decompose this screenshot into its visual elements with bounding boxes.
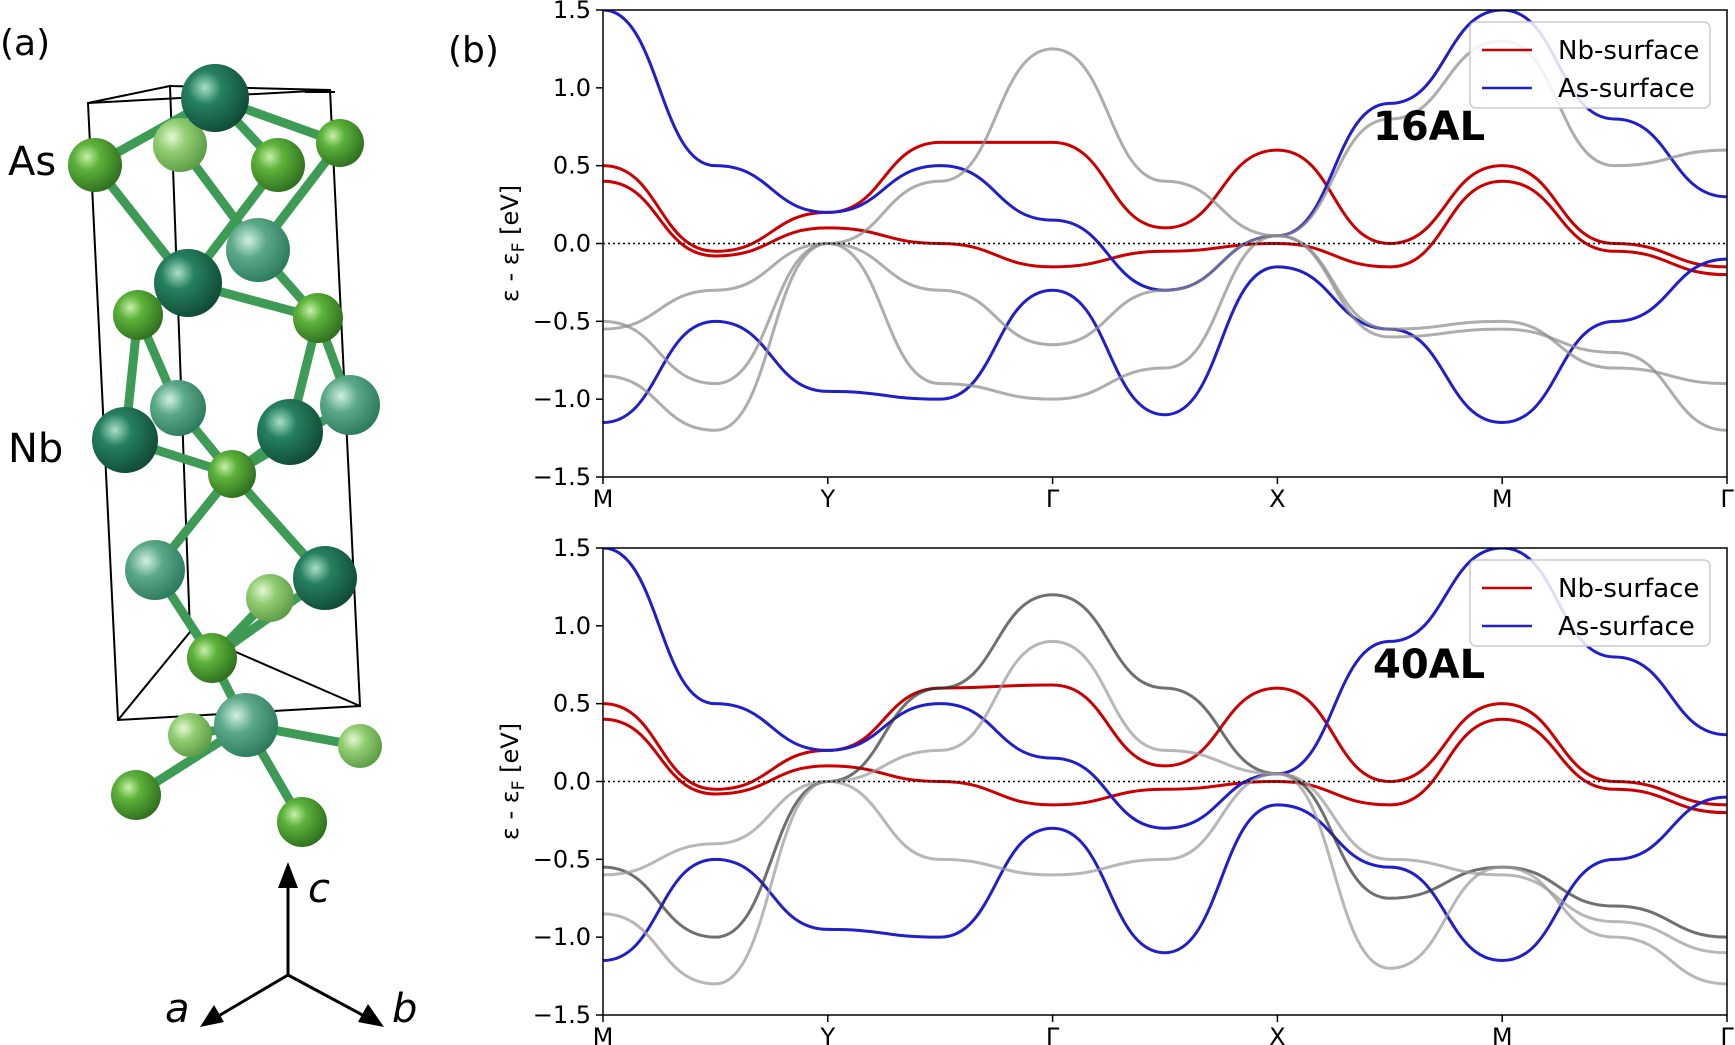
band-line-bulk xyxy=(603,234,1727,432)
as-atom xyxy=(246,574,294,622)
layer-count-label: 40AL xyxy=(1373,642,1485,688)
y-axis-label: ε - εF [eV] xyxy=(496,185,529,302)
y-tick-label: 1.5 xyxy=(553,0,591,24)
x-tick-label: M xyxy=(1492,1023,1513,1045)
as-atom xyxy=(168,713,212,757)
x-tick-label: M xyxy=(593,1023,614,1045)
x-tick-label: X xyxy=(1269,1023,1285,1045)
band-line-nb-surface xyxy=(603,683,1727,807)
panel-b-label: (b) xyxy=(448,30,499,71)
nb-atom xyxy=(214,693,278,757)
nb-atom xyxy=(154,249,222,317)
y-tick-label: 1.0 xyxy=(553,612,591,640)
atom-label-as: As xyxy=(8,139,56,185)
y-tick-label: −1.5 xyxy=(533,1001,591,1029)
x-tick-label: Y xyxy=(819,1023,835,1045)
x-tick-label: M xyxy=(593,485,614,513)
as-atom xyxy=(251,138,305,192)
axis-label-c: c xyxy=(308,866,330,912)
band-line-bulk xyxy=(603,234,1727,386)
y-axis-label: ε - εF [eV] xyxy=(496,723,529,840)
x-tick-label: Γ xyxy=(1046,485,1060,513)
y-tick-label: 1.5 xyxy=(553,534,591,562)
y-tick-label: 1.0 xyxy=(553,74,591,102)
band-structure-16al: 1.51.00.50.0−0.5−1.0−1.5M Y Γ X M Γε - εF [eV… xyxy=(496,0,1734,513)
band-line-nb-surface xyxy=(603,140,1727,269)
band-line-bulk xyxy=(603,772,1727,986)
axis-label-b: b xyxy=(392,986,417,1032)
legend-box xyxy=(1469,559,1711,647)
nb-atom xyxy=(181,64,249,132)
y-tick-label: 0.5 xyxy=(553,152,591,180)
x-tick-label: Γ xyxy=(1720,485,1734,513)
legend-entry: As-surface xyxy=(1558,74,1695,104)
as-atom xyxy=(111,770,161,820)
panel-a-label: (a) xyxy=(0,23,50,64)
nb-atom xyxy=(293,546,357,610)
nb-atom xyxy=(92,407,158,473)
as-atom xyxy=(316,119,364,167)
legend-box xyxy=(1469,21,1711,109)
as-atom xyxy=(68,138,122,192)
y-tick-label: 0.0 xyxy=(553,768,591,796)
legend-entry: Nb-surface xyxy=(1558,574,1699,604)
legend-entry: As-surface xyxy=(1558,612,1695,642)
band-line-nb-surface xyxy=(603,179,1727,277)
y-tick-label: −0.5 xyxy=(533,307,591,335)
atom-label-nb: Nb xyxy=(8,426,63,472)
band-line-bulk xyxy=(603,639,1727,955)
x-tick-label: Y xyxy=(819,485,835,513)
band-structure-40al: 1.51.00.50.0−0.5−1.0−1.5M Y Γ X M Γε - εF [eV… xyxy=(496,534,1734,1045)
x-tick-label: Γ xyxy=(1046,1023,1060,1045)
nb-atom xyxy=(226,218,290,282)
legend-entry: Nb-surface xyxy=(1558,36,1699,66)
y-tick-label: 0.5 xyxy=(553,690,591,718)
panel-a: (a) xyxy=(0,23,417,1032)
band-line-as-surface xyxy=(603,795,1727,963)
nb-atom xyxy=(150,380,206,436)
x-tick-label: Γ xyxy=(1720,1023,1734,1045)
as-atom xyxy=(338,724,382,768)
as-atom xyxy=(293,293,343,343)
y-tick-label: −1.0 xyxy=(533,385,591,413)
band-line-as-surface xyxy=(603,257,1727,425)
nb-atom xyxy=(257,399,323,465)
y-tick-label: −1.5 xyxy=(533,463,591,491)
axis-triad xyxy=(200,862,384,1027)
as-atom xyxy=(153,118,207,172)
as-atom xyxy=(187,633,237,683)
y-tick-label: −1.0 xyxy=(533,923,591,951)
nb-atom xyxy=(125,540,185,600)
atoms xyxy=(68,64,382,847)
as-atom xyxy=(113,290,163,340)
unit-cell-left-back-edge xyxy=(87,84,192,721)
x-tick-label: X xyxy=(1269,485,1285,513)
x-tick-label: M xyxy=(1492,485,1513,513)
nb-atom xyxy=(320,375,380,435)
axis-label-a: a xyxy=(165,986,190,1032)
y-tick-label: −0.5 xyxy=(533,845,591,873)
y-tick-label: 0.0 xyxy=(553,230,591,258)
band-line-nb-surface xyxy=(603,717,1727,815)
as-atom xyxy=(277,797,327,847)
as-atom xyxy=(208,450,256,498)
layer-count-label: 16AL xyxy=(1373,104,1485,150)
